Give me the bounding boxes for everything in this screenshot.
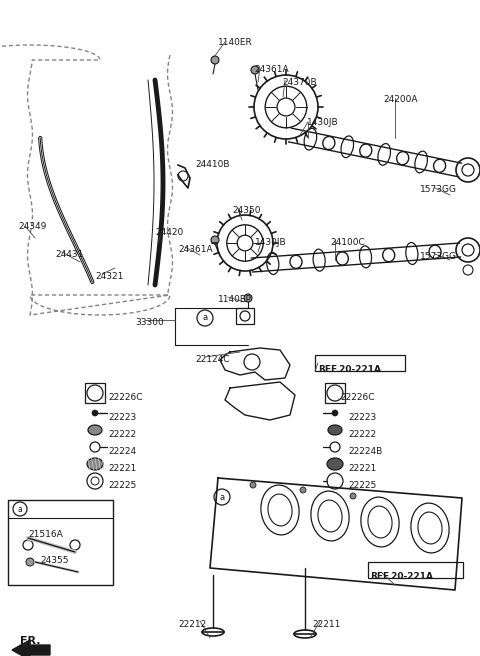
- Bar: [85, 383, 105, 403]
- Text: 24361A: 24361A: [254, 65, 288, 74]
- Text: 22211: 22211: [312, 620, 340, 629]
- Text: a: a: [203, 314, 207, 323]
- Text: 1140ER: 1140ER: [218, 38, 253, 47]
- Text: 22221: 22221: [108, 464, 136, 473]
- Text: 21516A: 21516A: [28, 530, 63, 539]
- Text: a: a: [18, 504, 23, 514]
- Ellipse shape: [88, 425, 102, 435]
- Text: 24361A: 24361A: [178, 245, 213, 254]
- Circle shape: [251, 66, 259, 74]
- Text: 24100C: 24100C: [330, 238, 365, 247]
- Text: 24370B: 24370B: [282, 78, 317, 87]
- Text: 1140EP: 1140EP: [218, 295, 252, 304]
- Text: 22224: 22224: [108, 447, 136, 456]
- Text: 33300: 33300: [135, 318, 164, 327]
- Text: 22212: 22212: [178, 620, 206, 629]
- Circle shape: [244, 294, 252, 302]
- Text: a: a: [219, 493, 225, 501]
- Bar: [325, 383, 345, 403]
- Text: 22226C: 22226C: [108, 393, 143, 402]
- Text: 22222: 22222: [108, 430, 136, 439]
- Bar: [8, 500, 113, 585]
- Polygon shape: [12, 640, 50, 656]
- Text: 24321: 24321: [95, 272, 123, 281]
- Circle shape: [211, 236, 219, 244]
- Text: 1573GG: 1573GG: [420, 185, 457, 194]
- Text: 1430JB: 1430JB: [307, 118, 338, 127]
- Circle shape: [92, 410, 98, 416]
- Text: 1573GG: 1573GG: [420, 252, 457, 261]
- Ellipse shape: [87, 458, 103, 470]
- Text: 24410B: 24410B: [195, 160, 229, 169]
- Ellipse shape: [328, 425, 342, 435]
- Text: 22223: 22223: [348, 413, 376, 422]
- Circle shape: [26, 558, 34, 566]
- Text: 22221: 22221: [348, 464, 376, 473]
- Bar: [236, 308, 254, 324]
- Text: 24431: 24431: [55, 250, 84, 259]
- Text: REF.20-221A: REF.20-221A: [318, 365, 381, 374]
- Text: 1430JB: 1430JB: [255, 238, 287, 247]
- Text: 24349: 24349: [18, 222, 47, 231]
- Circle shape: [332, 410, 338, 416]
- Text: 22124C: 22124C: [195, 355, 229, 364]
- Circle shape: [300, 487, 306, 493]
- Text: 22224B: 22224B: [348, 447, 382, 456]
- Text: REF.20-221A: REF.20-221A: [370, 572, 433, 581]
- Text: 22225: 22225: [108, 481, 136, 490]
- Text: 24350: 24350: [232, 206, 261, 215]
- Text: 24355: 24355: [40, 556, 69, 565]
- Text: FR.: FR.: [20, 636, 40, 646]
- Text: 22225: 22225: [348, 481, 376, 490]
- Circle shape: [211, 56, 219, 64]
- Text: 22223: 22223: [108, 413, 136, 422]
- Circle shape: [250, 482, 256, 488]
- Ellipse shape: [327, 458, 343, 470]
- Text: 22222: 22222: [348, 430, 376, 439]
- Circle shape: [350, 493, 356, 499]
- Text: 24200A: 24200A: [383, 95, 418, 104]
- Text: 22226C: 22226C: [340, 393, 374, 402]
- Text: 24420: 24420: [155, 228, 183, 237]
